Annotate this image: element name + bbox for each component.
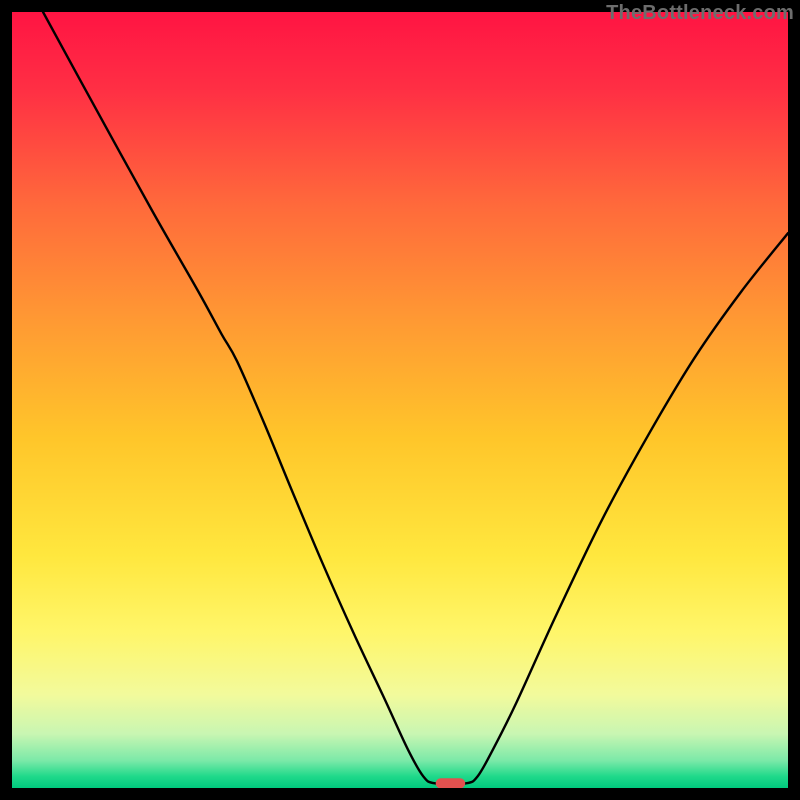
chart-svg	[0, 0, 800, 800]
watermark-text: TheBottleneck.com	[606, 2, 794, 25]
chart-background	[12, 12, 788, 788]
optimal-point-marker	[436, 778, 465, 788]
bottleneck-chart: TheBottleneck.com	[0, 0, 800, 800]
